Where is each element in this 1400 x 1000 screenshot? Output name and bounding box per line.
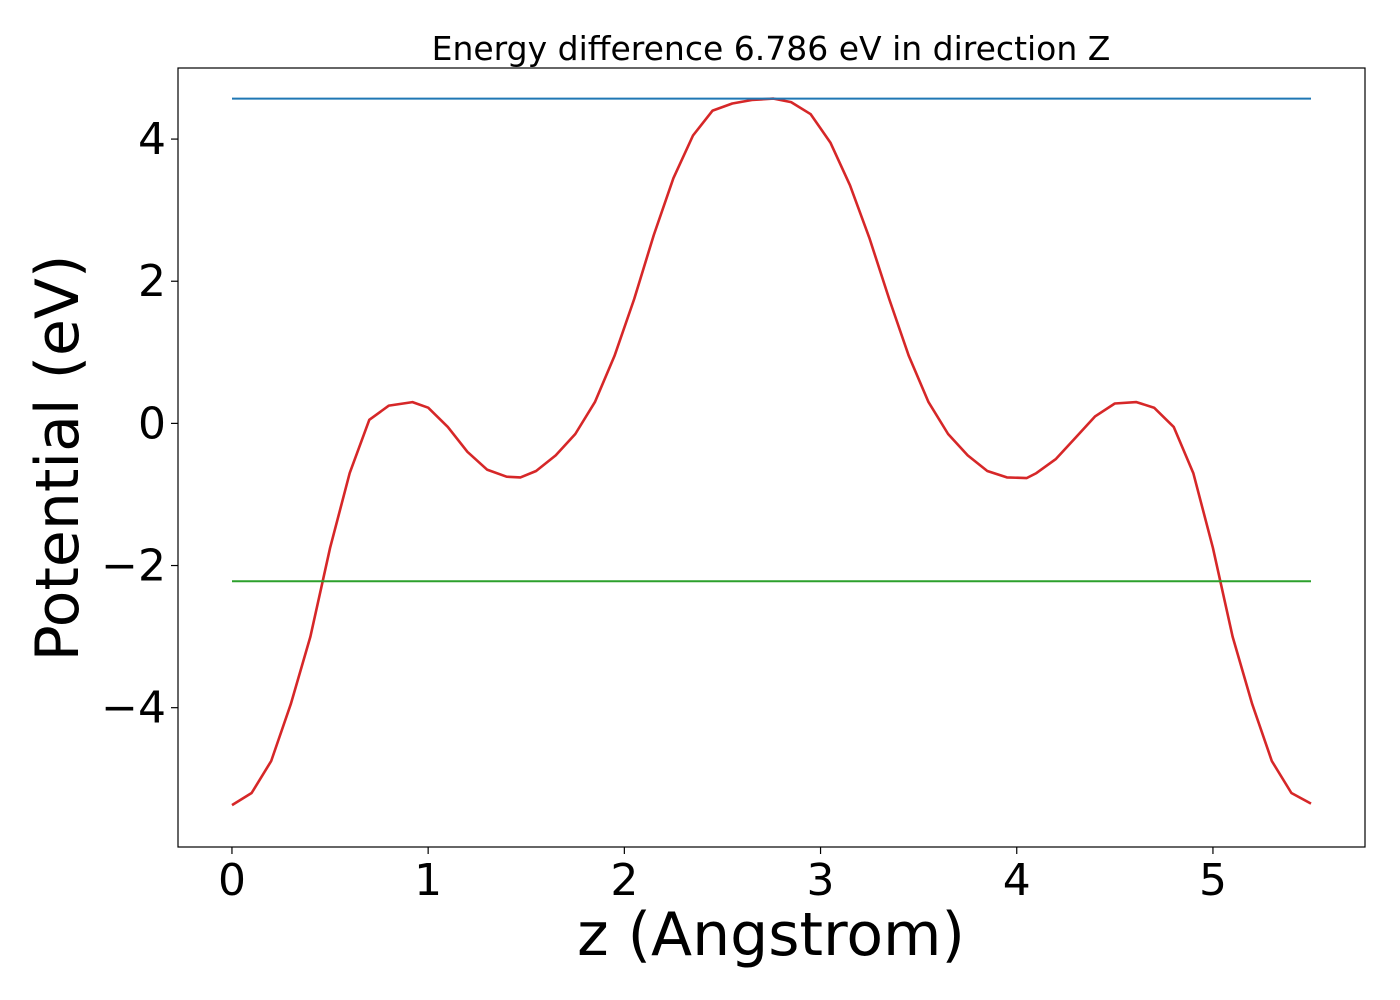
- x-tick-label: 2: [610, 855, 638, 906]
- series-line-potential-curve: [231, 97, 1312, 807]
- y-tick-label: 4: [138, 114, 166, 165]
- y-tick-label: 2: [138, 256, 166, 307]
- x-tick-label: 5: [1199, 855, 1227, 906]
- x-axis: 0 1 2 3 4 5: [218, 847, 1227, 906]
- x-tick-label: 3: [807, 855, 835, 906]
- y-tick-label: −4: [101, 683, 166, 734]
- y-axis: −4 −2 0 2 4: [101, 114, 178, 734]
- plot-frame: [177, 67, 1366, 848]
- x-axis-label: z (Angstrom): [577, 900, 965, 970]
- x-tick-label: 1: [414, 855, 442, 906]
- x-tick-label: 0: [218, 855, 246, 906]
- plot-area: [231, 97, 1312, 807]
- y-tick-label: 0: [138, 398, 166, 449]
- x-tick-label: 4: [1003, 855, 1031, 906]
- y-axis-label: Potential (eV): [23, 255, 93, 662]
- chart-title: Energy difference 6.786 eV in direction …: [432, 29, 1111, 68]
- y-tick-label: −2: [101, 541, 166, 592]
